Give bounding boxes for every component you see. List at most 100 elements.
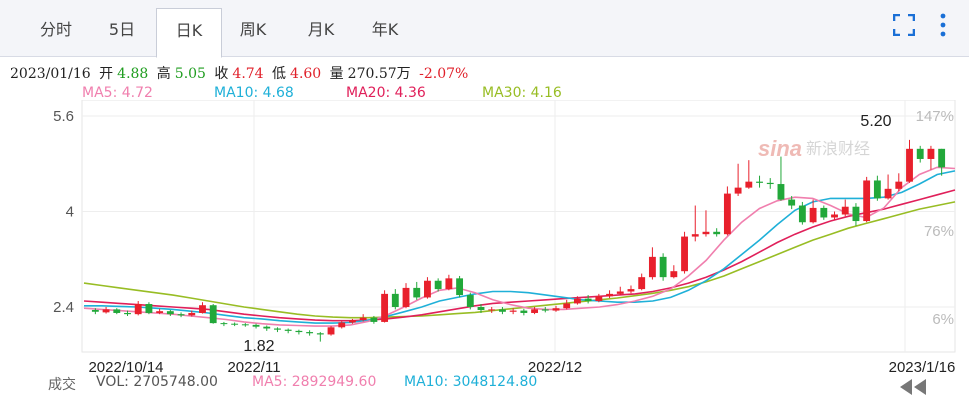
candle-body [520, 310, 528, 313]
candle-body [723, 193, 731, 235]
candle-body [777, 184, 785, 200]
ma20-line [83, 189, 956, 322]
candle-body [713, 231, 721, 235]
candle-body [274, 328, 281, 330]
candle-body [306, 332, 314, 334]
candle-body [381, 293, 389, 322]
high-value: 5.05 [174, 66, 206, 82]
candle-body [456, 278, 464, 296]
candle-body [156, 311, 164, 313]
tab-yearly-k[interactable]: 年K [371, 20, 399, 39]
candle-body [145, 304, 153, 313]
candle-body [327, 327, 335, 335]
candle-body [820, 207, 828, 218]
candle-body [284, 329, 292, 331]
candle-body [241, 324, 249, 326]
ma30-legend: MA30: 4.16 [482, 85, 562, 101]
candle-body [220, 323, 228, 325]
candle-body [402, 287, 410, 307]
ma5-legend: MA5: 4.72 [82, 85, 153, 101]
y-tick-label: 2.4 [53, 299, 74, 316]
candle-body [252, 324, 260, 327]
close-value: 4.74 [232, 66, 264, 82]
x-tick-label: 2022/12 [528, 359, 582, 376]
candle-body [531, 309, 538, 313]
candle-body [841, 206, 849, 215]
candle-body [616, 291, 624, 294]
sina-finance-watermark: sina 新浪财经 [758, 136, 870, 161]
candle-body [798, 205, 806, 223]
ma5-line [83, 166, 956, 327]
candle-body [745, 181, 753, 188]
candle-body [370, 317, 378, 322]
candle-body [424, 280, 431, 298]
tab-monthly-k[interactable]: 月K [307, 20, 335, 39]
candle-body [316, 333, 324, 335]
fullscreen-icon[interactable] [893, 14, 915, 36]
candle-body [627, 289, 635, 292]
candle-body [563, 303, 571, 309]
candle-body [831, 214, 838, 218]
candle-body [756, 181, 763, 183]
more-vertical-icon[interactable] [936, 12, 950, 38]
tab-daily-k[interactable]: 日K [156, 8, 222, 58]
candle-body [670, 271, 678, 278]
candle-body [499, 309, 506, 312]
candle-body [584, 298, 592, 302]
candle-body [177, 314, 185, 316]
candle-body [134, 304, 142, 315]
candle-body [766, 182, 774, 185]
volume-ma5: MA5: 2892949.60 [252, 374, 377, 390]
tab-intraday[interactable]: 分时 [39, 20, 72, 39]
ma10-legend: MA10: 4.68 [214, 85, 294, 101]
candle-body [359, 317, 367, 321]
candle-body [734, 187, 742, 194]
candle-body [477, 307, 485, 310]
candle-body [209, 305, 217, 324]
quote-date: 2023/01/16 [10, 66, 91, 82]
candle-body [391, 293, 399, 307]
open-label: 开 [99, 66, 114, 82]
pct-tick-label: 6% [932, 311, 954, 328]
pct-tick-label: 76% [924, 223, 954, 240]
volume-total: VOL: 2705748.00 [96, 374, 218, 390]
candle-body [166, 311, 174, 315]
candle-body [638, 277, 646, 290]
candle-body [466, 295, 474, 307]
scroll-left-icon [900, 379, 926, 395]
candle-body [188, 312, 196, 316]
candle-body [681, 236, 688, 272]
candle-body [938, 148, 946, 168]
kline-chart[interactable]: sina 新浪财经 5.6 4 2.4 147% 76% 6% 2022/10/14 2022… [0, 100, 969, 405]
max-annotation: 5.20 [860, 113, 891, 130]
candle-body [263, 326, 271, 329]
candle-body [884, 188, 892, 199]
quote-summary: 2023/01/16 开 4.88 高 5.05 收 4.74 低 4.60 量 270.… [10, 63, 472, 83]
candle-body [295, 330, 303, 333]
plot-frame [81, 100, 956, 353]
candle-body [916, 148, 924, 159]
candle-body [509, 310, 517, 312]
candle-body [124, 312, 131, 315]
volume-value: 270.57万 [347, 66, 411, 82]
ma30-line [83, 201, 956, 319]
high-label: 高 [156, 66, 171, 82]
candle-body [852, 206, 860, 222]
candle-body [595, 296, 603, 302]
tab-weekly-k[interactable]: 周K [239, 20, 267, 39]
pct-tick-label: 147% [916, 108, 954, 125]
low-value: 4.60 [290, 66, 322, 82]
candle-body [413, 287, 421, 298]
close-label: 收 [214, 66, 229, 82]
candle-body [648, 256, 656, 278]
candle-body [434, 280, 442, 290]
volume-label: 量 [329, 66, 344, 82]
x-tick-label: 2023/1/16 [889, 359, 956, 376]
candle-body [809, 207, 817, 223]
y-tick-label: 5.6 [53, 108, 74, 125]
candle-body [573, 298, 581, 304]
tab-5day[interactable]: 5日 [108, 20, 136, 39]
candle-body [199, 305, 206, 313]
candle-body [338, 322, 346, 328]
svg-text:sina: sina [758, 136, 802, 161]
